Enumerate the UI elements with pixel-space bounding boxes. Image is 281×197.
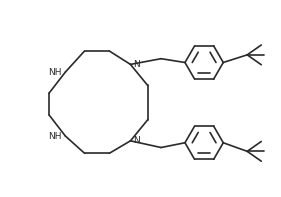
Text: N: N: [133, 136, 140, 145]
Text: NH: NH: [48, 68, 61, 77]
Text: N: N: [133, 60, 140, 69]
Text: NH: NH: [48, 132, 61, 140]
